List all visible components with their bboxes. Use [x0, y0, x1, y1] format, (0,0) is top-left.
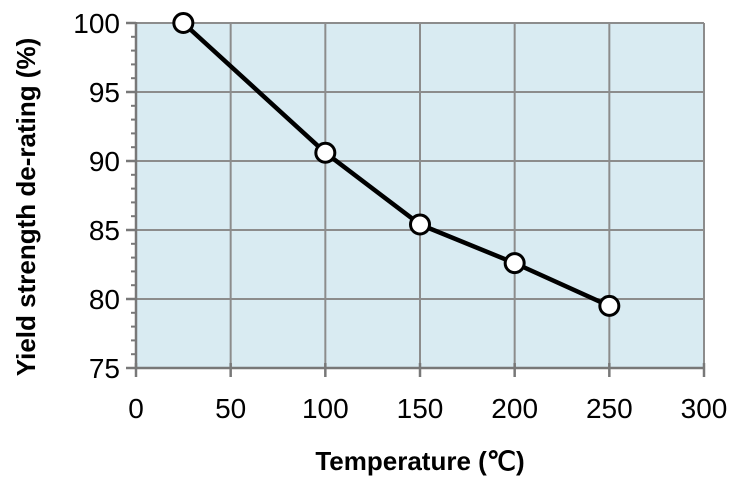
y-tick-label: 80	[89, 284, 120, 315]
data-point-marker	[598, 294, 621, 317]
x-tick-label: 0	[128, 393, 144, 424]
data-point-marker	[172, 12, 195, 34]
y-tick-label: 95	[89, 77, 120, 108]
x-axis-title: Temperature (℃)	[315, 446, 525, 476]
y-tick-label: 100	[73, 8, 120, 39]
x-tick-label: 200	[491, 393, 538, 424]
data-point-marker	[503, 252, 526, 275]
y-axis-title: Yield strength de-rating (%)	[11, 37, 41, 377]
data-point-marker	[409, 213, 431, 236]
data-point-marker	[314, 141, 337, 164]
y-tick-label: 90	[89, 146, 120, 177]
x-tick-label: 100	[302, 393, 349, 424]
y-tick-label: 85	[89, 215, 120, 246]
x-tick-label: 250	[586, 393, 633, 424]
x-tick-label: 50	[215, 393, 246, 424]
y-tick-label: 75	[89, 353, 120, 384]
x-tick-label: 150	[397, 393, 444, 424]
x-tick-label: 300	[681, 393, 728, 424]
